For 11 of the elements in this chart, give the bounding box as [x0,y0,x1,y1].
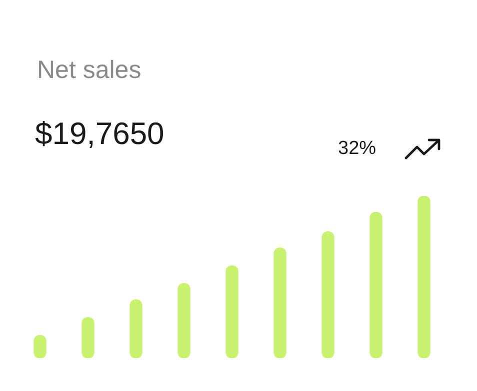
bar [226,265,238,358]
chart-title: Net sales [37,56,142,85]
bar [370,212,382,358]
bar [274,248,286,358]
bar [82,317,94,358]
text: 32% [338,138,376,160]
bar [130,299,142,358]
bar [178,283,190,358]
bar [418,196,430,358]
chart-subtitle: $19,7650 [35,116,164,152]
bar [322,231,334,358]
